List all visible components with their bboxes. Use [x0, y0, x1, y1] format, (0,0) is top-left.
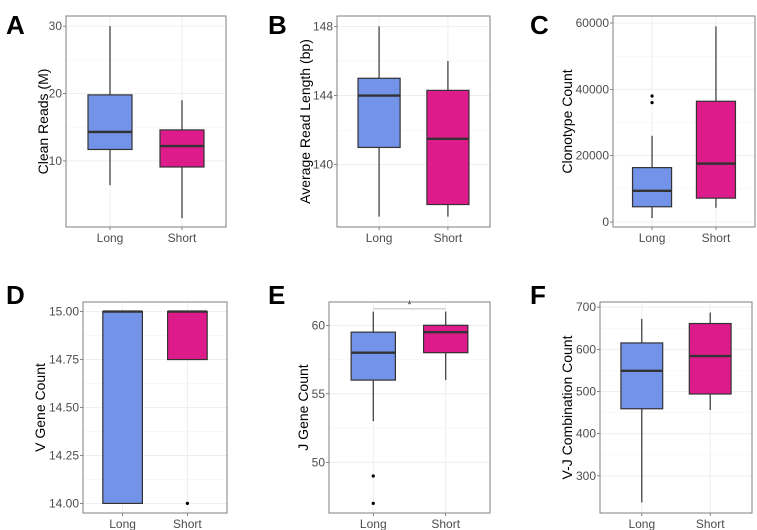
box-long	[102, 310, 144, 505]
y-tick-label: 40000	[576, 82, 610, 96]
outlier-point	[371, 474, 375, 478]
panel-letter: D	[6, 280, 25, 310]
box-short	[159, 100, 205, 219]
box-short	[422, 311, 469, 381]
outlier-point	[185, 501, 189, 506]
x-tick-label: Short	[434, 231, 463, 245]
x-tick-label: Short	[431, 517, 460, 530]
box-long	[357, 26, 401, 217]
x-tick-label: Long	[97, 231, 124, 245]
plot-border	[65, 15, 227, 228]
box-iqr	[422, 324, 469, 354]
y-tick-label: 148	[313, 19, 333, 33]
box-iqr	[695, 100, 737, 199]
plot-border	[599, 301, 753, 514]
box-iqr	[350, 331, 397, 381]
box-short	[426, 60, 470, 217]
y-tick-label: 20000	[576, 149, 610, 163]
panel-letter: E	[268, 280, 285, 310]
x-tick-label: Long	[109, 517, 136, 530]
plot-border	[328, 301, 491, 514]
panel-e: E 50 55 60 Long Short * J Gene Count	[268, 280, 491, 530]
outlier-point	[371, 501, 375, 506]
panel-letter: A	[6, 10, 25, 40]
y-tick-label: 15.00	[49, 305, 79, 319]
panel-letter: B	[268, 10, 287, 40]
y-tick-label: 0	[602, 215, 609, 229]
box-iqr	[87, 94, 133, 151]
y-axis-title: V-J Combination Count	[559, 335, 575, 479]
x-tick-label: Long	[639, 231, 666, 245]
y-tick-label: 14.50	[49, 401, 79, 415]
panel-letter: F	[530, 280, 546, 310]
y-axis-title: Clean Reads (M)	[35, 69, 51, 175]
panel-b: B 140 144 148 Long Short Average Read Length (…	[268, 10, 491, 245]
x-tick-label: Long	[366, 231, 393, 245]
y-tick-label: 500	[576, 384, 596, 398]
box-iqr	[159, 129, 205, 168]
y-tick-label: 60000	[576, 16, 610, 30]
x-tick-label: Short	[702, 231, 731, 245]
y-tick-label: 20	[49, 87, 63, 101]
box-iqr	[620, 342, 664, 410]
plot-border	[82, 301, 228, 514]
x-tick-label: Short	[168, 231, 197, 245]
y-tick-label: 140	[313, 158, 333, 172]
box-long	[620, 318, 664, 503]
x-tick-label: Short	[173, 517, 202, 530]
panel-a: A 10 20 30 Long Short Clean Reads (M)	[6, 10, 227, 245]
y-tick-label: 14.00	[49, 496, 79, 510]
y-tick-label: 300	[576, 469, 596, 483]
panel-c: C 0 20000 40000 60000 Long Short Clonotype Coun…	[530, 10, 756, 245]
box-iqr	[631, 167, 673, 208]
outlier-point	[650, 94, 654, 98]
box-short	[688, 312, 732, 411]
box-iqr	[688, 322, 732, 395]
y-tick-label: 50	[312, 455, 326, 469]
y-axis-title: Clonotype Count	[559, 69, 575, 173]
box-long	[631, 94, 673, 219]
box-short	[695, 26, 737, 208]
y-tick-label: 700	[576, 300, 596, 314]
box-long	[350, 311, 397, 506]
y-tick-label: 60	[312, 318, 326, 332]
y-tick-label: 30	[49, 19, 63, 33]
plot-border	[336, 15, 491, 228]
box-short	[167, 310, 208, 506]
y-tick-label: 14.75	[49, 353, 79, 367]
panel-f: F 300 400 500 600 700 Long Short V-J Combination…	[530, 280, 753, 530]
x-tick-label: Long	[628, 517, 655, 530]
panel-letter: C	[530, 10, 549, 40]
y-tick-label: 14.25	[49, 448, 79, 462]
y-axis-title: J Gene Count	[295, 364, 311, 450]
box-iqr	[167, 310, 208, 361]
y-tick-label: 144	[313, 89, 333, 103]
plot-border	[612, 15, 756, 228]
y-tick-label: 600	[576, 342, 596, 356]
outlier-point	[650, 100, 654, 105]
box-long	[87, 26, 133, 186]
y-tick-label: 55	[312, 387, 326, 401]
box-iqr	[102, 310, 144, 505]
box-iqr	[426, 89, 470, 206]
box-iqr	[357, 77, 401, 149]
x-tick-label: Short	[696, 517, 725, 530]
y-tick-label: 10	[49, 154, 63, 168]
y-axis-title: V Gene Count	[32, 363, 48, 452]
significance-label: *	[407, 299, 412, 311]
panel-d: D 14.00 14.25 14.50 14.75 15.00 Long Short V Gen…	[6, 280, 228, 530]
y-axis-title: Average Read Length (bp)	[297, 39, 313, 204]
x-tick-label: Long	[360, 517, 387, 530]
y-tick-label: 400	[576, 427, 596, 441]
